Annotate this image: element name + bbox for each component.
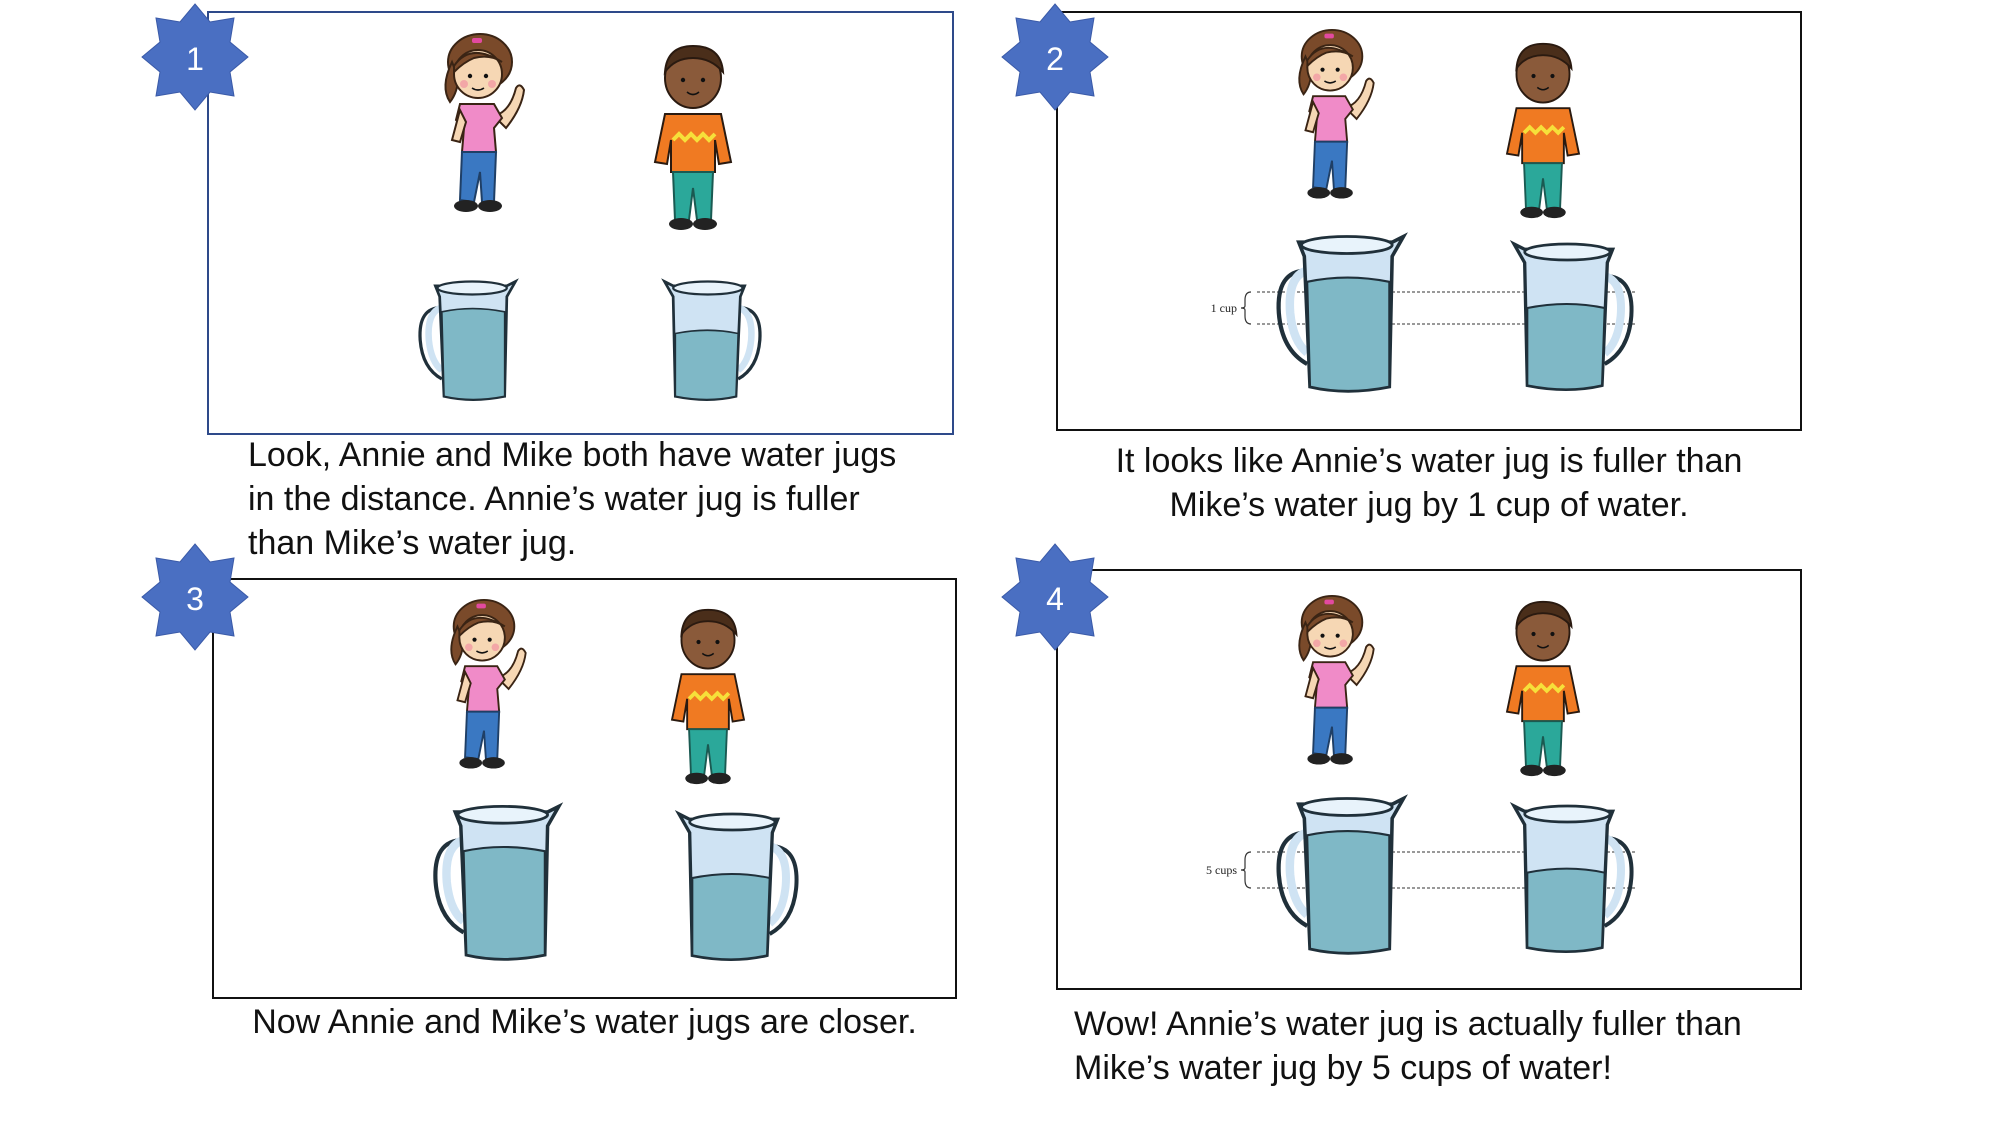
boy-mike-figure-3: [670, 607, 746, 787]
panel-2-number: 2: [1046, 41, 1064, 77]
panel-4-number: 4: [1046, 581, 1064, 617]
mike-water-jug-icon-3: [668, 806, 802, 966]
panel-3-caption: Now Annie and Mike’s water jugs are clos…: [212, 1000, 957, 1044]
panel-3-badge-icon: 3: [141, 543, 249, 651]
caption-line: Mike’s water jug by 5 cups of water!: [1074, 1049, 1612, 1087]
panel-4-caption: Wow! Annie’s water jug is actually fulle…: [1074, 1002, 1742, 1090]
caption-line: Look, Annie and Mike both have water jug…: [248, 436, 897, 474]
panel-4-badge-icon: 4: [1001, 543, 1109, 651]
annie-water-jug-icon-2: [1270, 228, 1418, 398]
mike-water-jug-icon-2: [1502, 236, 1638, 396]
boy-mike-figure-2: [1505, 41, 1581, 221]
caption-line: Now Annie and Mike’s water jugs are clos…: [252, 1003, 917, 1041]
panel-1-number: 1: [186, 41, 204, 77]
panel-4-frame: [1056, 569, 1802, 990]
measure-label: 1 cup: [1211, 301, 1237, 315]
panel-1-frame: [207, 11, 954, 435]
annie-water-jug-icon-1: [415, 275, 525, 405]
panel-2-caption: It looks like Annie’s water jug is fulle…: [1056, 439, 1802, 527]
measure-label: 5 cups: [1206, 863, 1237, 877]
girl-annie-figure-1: [444, 33, 525, 213]
boy-mike-figure-1: [653, 44, 733, 232]
girl-annie-figure-4: [1298, 594, 1375, 766]
panel-3-number: 3: [186, 581, 204, 617]
caption-line: than Mike’s water jug.: [248, 524, 577, 562]
panel-1-caption: Look, Annie and Mike both have water jug…: [248, 433, 896, 565]
panel-1-badge-icon: 1: [141, 3, 249, 111]
caption-line: It looks like Annie’s water jug is fulle…: [1115, 442, 1743, 480]
panel-2-badge-icon: 2: [1001, 3, 1109, 111]
boy-mike-figure-4: [1505, 599, 1581, 779]
mike-water-jug-icon-1: [655, 275, 765, 405]
caption-line: in the distance. Annie’s water jug is fu…: [248, 480, 860, 518]
girl-annie-figure-3: [450, 598, 527, 770]
caption-line: Wow! Annie’s water jug is actually fulle…: [1074, 1005, 1742, 1043]
annie-water-jug-icon-4: [1270, 790, 1418, 960]
mike-water-jug-icon-4: [1502, 798, 1638, 958]
panel-2-frame: [1056, 11, 1802, 431]
girl-annie-figure-2: [1298, 28, 1375, 200]
panel-3-frame: [212, 578, 957, 999]
caption-line: Mike’s water jug by 1 cup of water.: [1169, 486, 1689, 524]
annie-water-jug-icon-3: [430, 798, 570, 966]
